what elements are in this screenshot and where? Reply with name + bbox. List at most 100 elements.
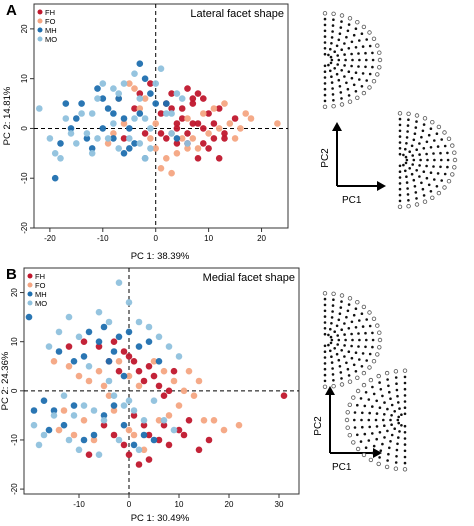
landmark-dot bbox=[351, 338, 354, 342]
landmark-dot bbox=[361, 72, 365, 75]
landmark-dot bbox=[367, 398, 371, 401]
point-fo bbox=[194, 145, 202, 152]
landmark-dot bbox=[340, 69, 344, 72]
landmark-dot bbox=[354, 90, 358, 93]
x-tick-label: 10 bbox=[204, 234, 213, 243]
point-fo bbox=[60, 407, 68, 414]
point-fo bbox=[140, 446, 148, 454]
point-mo bbox=[105, 318, 113, 326]
landmark-dot bbox=[422, 147, 426, 150]
landmark-dot bbox=[384, 464, 390, 470]
landmark-dot bbox=[365, 318, 369, 321]
landmark-dot bbox=[368, 72, 372, 76]
point-fo bbox=[115, 358, 123, 365]
landmark-dot bbox=[329, 349, 332, 353]
landmark-dot bbox=[323, 76, 327, 79]
point-fh bbox=[125, 353, 133, 360]
landmark-dot bbox=[323, 327, 327, 330]
point-fo bbox=[152, 120, 159, 127]
landmark-dot bbox=[351, 395, 356, 400]
pc2-arrowhead-a bbox=[332, 122, 342, 131]
landmark-dot bbox=[354, 27, 358, 31]
landmark-dot bbox=[425, 164, 428, 168]
landmark-dot bbox=[371, 359, 377, 364]
landmark-dot bbox=[446, 158, 450, 162]
landmark-dot bbox=[331, 24, 335, 27]
point-mh bbox=[85, 328, 93, 336]
point-fo bbox=[180, 387, 188, 395]
landmark-dot bbox=[375, 43, 380, 48]
point-fo bbox=[165, 412, 173, 419]
landmark-dot bbox=[398, 199, 402, 203]
point-mh bbox=[150, 436, 158, 444]
landmark-dot bbox=[347, 296, 353, 301]
point-mo bbox=[50, 412, 58, 419]
point-mo bbox=[100, 417, 108, 424]
landmark-dot bbox=[361, 304, 367, 310]
facet-shape-illustrations bbox=[322, 11, 458, 472]
point-mh bbox=[25, 313, 33, 321]
point-fh bbox=[194, 90, 202, 97]
point-mo bbox=[168, 130, 175, 137]
landmark-dot bbox=[388, 446, 391, 450]
landmark-dot bbox=[429, 190, 433, 193]
point-mh bbox=[126, 125, 133, 132]
legend-label-fo: FO bbox=[35, 281, 46, 290]
landmark-dot bbox=[379, 388, 383, 391]
y-tick-label: 10 bbox=[20, 74, 29, 83]
point-fh bbox=[140, 377, 148, 385]
landmark-dot bbox=[367, 30, 372, 35]
point-fo bbox=[155, 417, 163, 424]
landmark-dot bbox=[403, 461, 407, 465]
point-mo bbox=[30, 421, 38, 429]
pc2-label-a: PC2 bbox=[320, 148, 331, 168]
landmark-dot bbox=[346, 309, 350, 313]
landmark-dot bbox=[436, 190, 442, 196]
point-fo bbox=[242, 110, 249, 117]
legend-marker-fo bbox=[37, 18, 43, 24]
point-fh bbox=[215, 155, 223, 162]
landmark-dot bbox=[340, 349, 344, 352]
landmark-dot bbox=[338, 32, 342, 35]
landmark-dot bbox=[364, 345, 367, 349]
landmark-dot bbox=[403, 449, 407, 453]
landmark-dot bbox=[323, 99, 327, 103]
landmark-dot bbox=[396, 418, 400, 422]
landmark-dot bbox=[323, 52, 327, 56]
point-fo bbox=[105, 392, 113, 400]
landmark-dot bbox=[365, 58, 368, 62]
point-mo bbox=[105, 377, 113, 385]
landmark-dot bbox=[368, 352, 372, 356]
landmark-dot bbox=[393, 369, 399, 374]
landmark-dot bbox=[440, 179, 444, 182]
landmark-dot bbox=[355, 95, 360, 100]
landmark-dot bbox=[335, 324, 339, 328]
point-fh bbox=[135, 367, 143, 375]
landmark-dot bbox=[410, 144, 414, 148]
landmark-dot bbox=[400, 413, 403, 417]
point-mh bbox=[100, 323, 108, 331]
landmark-dot bbox=[398, 176, 402, 179]
point-fh bbox=[189, 95, 197, 102]
point-fo bbox=[173, 150, 181, 157]
point-fo bbox=[75, 372, 83, 380]
landmark-dot bbox=[421, 187, 425, 191]
landmark-dot bbox=[400, 424, 403, 427]
landmark-dot bbox=[339, 306, 343, 309]
landmark-dot bbox=[403, 412, 407, 416]
point-mo bbox=[131, 115, 138, 122]
landmark-dot bbox=[402, 368, 408, 373]
y-tick-label: -10 bbox=[20, 172, 29, 184]
point-fo bbox=[200, 110, 207, 117]
landmark-dot bbox=[371, 331, 374, 335]
landmark-dot bbox=[323, 70, 327, 73]
landmark-dot bbox=[414, 191, 418, 194]
landmark-dot bbox=[367, 365, 372, 370]
landmark-dot bbox=[337, 58, 341, 62]
point-fo bbox=[247, 115, 255, 122]
landmark-dot bbox=[398, 170, 402, 173]
point-mh bbox=[60, 421, 68, 429]
landmark-dot bbox=[377, 57, 383, 63]
landmark-dot bbox=[406, 193, 410, 196]
landmark-dot bbox=[365, 38, 369, 41]
